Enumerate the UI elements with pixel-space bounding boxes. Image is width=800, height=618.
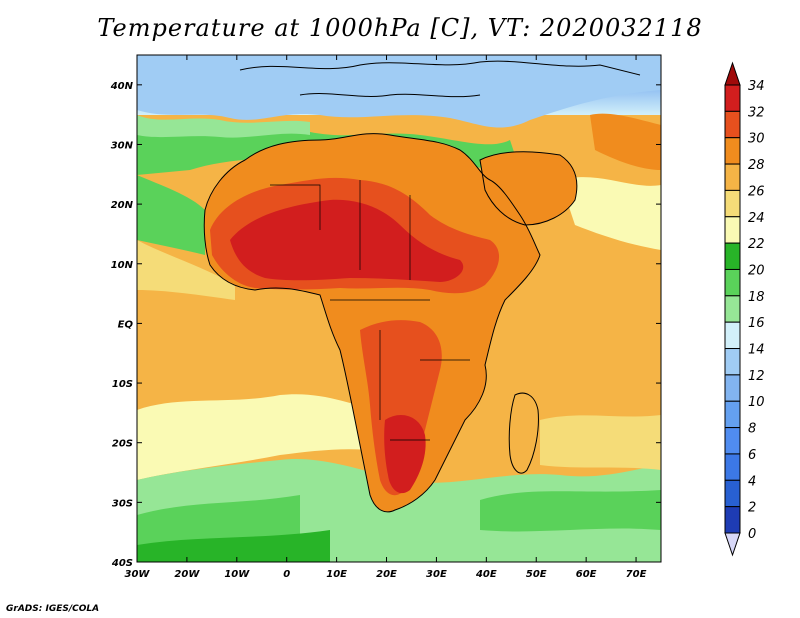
field-southeast-green xyxy=(480,490,661,532)
y-tick-label: 30N xyxy=(111,140,134,151)
y-tick-label: 20N xyxy=(111,200,134,211)
colorbar-arrow-top xyxy=(724,61,741,86)
y-tick-label: 40N xyxy=(110,81,134,92)
field-madagascar xyxy=(509,393,539,474)
colorbar-label: 32 xyxy=(748,105,765,120)
colorbar-label: 0 xyxy=(748,527,756,542)
colorbar-arrow-bottom xyxy=(724,532,741,557)
y-tick-label: 20S xyxy=(112,439,133,450)
field-south-yellow xyxy=(137,394,400,480)
y-tick-label: EQ xyxy=(118,319,134,330)
colorbar-box xyxy=(724,427,741,455)
colorbar-box xyxy=(724,374,741,402)
colorbar-label: 14 xyxy=(748,343,765,358)
colorbar-box xyxy=(724,321,741,350)
field-north-lightgreen xyxy=(137,115,310,138)
europe-coastline xyxy=(239,60,641,76)
colorbar-label: 2 xyxy=(748,501,756,516)
field-north-light xyxy=(137,55,661,128)
y-axis: 40N 30N 20N 10N EQ 10S 20S 30S 40S xyxy=(110,81,661,569)
colorbar-label: 10 xyxy=(748,395,765,410)
map-title: Temperature at 1000hPa [C], VT: 20200321… xyxy=(97,14,703,42)
x-tick-label: 70E xyxy=(626,569,647,580)
arabia-coastline xyxy=(479,151,578,226)
field-sahel-hottest xyxy=(230,199,464,282)
colorbar-label: 6 xyxy=(748,448,756,463)
colorbar-label: 22 xyxy=(748,237,765,252)
colorbar-box xyxy=(724,189,741,218)
colorbar-box xyxy=(724,268,741,297)
field-arabia-warm xyxy=(480,151,577,225)
x-axis: 30W 20W 10W 0 10E 20E 30E 40E 50E 60E 70E xyxy=(125,55,647,580)
x-tick-label: 40E xyxy=(475,569,497,580)
colorbar-label: 30 xyxy=(748,132,765,147)
colorbar-label: 12 xyxy=(748,369,765,384)
colorbar-label: 34 xyxy=(748,79,765,94)
field-indian-ocean-yellow xyxy=(540,415,661,470)
colorbar-label: 8 xyxy=(748,422,756,437)
colorbar-box xyxy=(724,400,741,429)
x-tick-label: 30E xyxy=(426,569,447,580)
colorbar-box xyxy=(724,163,741,191)
x-tick-label: 10E xyxy=(326,569,347,580)
y-tick-label: 10N xyxy=(111,260,134,271)
colorbar-box xyxy=(724,506,741,534)
field-iran-warm xyxy=(590,113,661,170)
colorbar-label: 4 xyxy=(748,474,756,489)
colorbar-box xyxy=(724,295,741,323)
colorbar-box xyxy=(724,453,741,481)
colorbar-box xyxy=(724,137,741,165)
x-tick-label: 0 xyxy=(283,569,290,580)
y-tick-label: 30S xyxy=(112,498,133,509)
field-arabian-sea-yellow xyxy=(560,177,661,250)
colorbar-label: 24 xyxy=(748,211,765,226)
temperature-field xyxy=(137,55,661,562)
x-tick-label: 10W xyxy=(224,569,250,580)
colorbar-label: 26 xyxy=(748,184,765,199)
africa-coastline xyxy=(203,133,541,513)
madagascar-coastline xyxy=(508,392,539,474)
field-south-deepgreen xyxy=(137,530,330,562)
colorbar-box xyxy=(724,110,741,139)
colorbar-box xyxy=(724,242,741,270)
colorbar-box xyxy=(724,84,741,112)
grads-credit: GrADS: IGES/COLA xyxy=(6,604,100,614)
map-frame xyxy=(136,54,662,563)
x-tick-label: 20W xyxy=(174,569,200,580)
y-tick-label: 40S xyxy=(111,558,133,569)
x-tick-label: 20E xyxy=(376,569,397,580)
colorbar-box xyxy=(724,479,741,508)
field-kalahari-hottest xyxy=(384,415,426,494)
y-tick-label: 10S xyxy=(112,379,133,390)
x-tick-label: 50E xyxy=(526,569,547,580)
country-borders xyxy=(270,180,470,441)
colorbar-box xyxy=(724,348,741,376)
coastlines xyxy=(203,60,641,513)
colorbar-label: 18 xyxy=(748,290,765,305)
mediterranean-coastline xyxy=(299,93,481,98)
colorbar-label: 28 xyxy=(748,158,765,173)
x-tick-label: 30W xyxy=(125,569,151,580)
x-tick-label: 60E xyxy=(576,569,597,580)
field-west-ocean-yellow xyxy=(137,240,235,300)
field-west-ocean-green xyxy=(137,175,205,255)
colorbar-label: 20 xyxy=(748,263,765,278)
field-south-africa-hot xyxy=(360,320,442,496)
colorbar-box xyxy=(724,216,741,244)
colorbar-label: 16 xyxy=(748,316,765,331)
